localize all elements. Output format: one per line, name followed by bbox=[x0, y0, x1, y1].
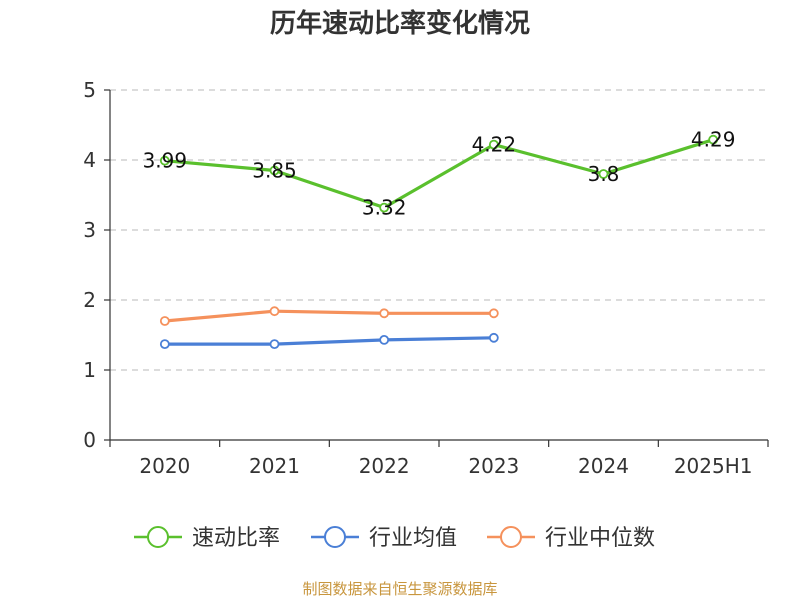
y-tick-label: 5 bbox=[83, 78, 96, 102]
x-tick-label: 2023 bbox=[468, 454, 519, 478]
y-tick-label: 2 bbox=[83, 288, 96, 312]
data-point bbox=[159, 155, 170, 166]
x-tick-label: 2020 bbox=[139, 454, 190, 478]
y-tick-label: 1 bbox=[83, 358, 96, 382]
data-point bbox=[159, 339, 170, 350]
y-tick-label: 3 bbox=[83, 218, 96, 242]
legend-label: 速动比率 bbox=[192, 526, 280, 551]
legend-marker bbox=[324, 526, 346, 548]
series-line bbox=[164, 309, 494, 323]
data-label: 3.99 bbox=[143, 149, 188, 173]
x-tick-label: 2025H1 bbox=[674, 454, 753, 478]
data-point bbox=[708, 134, 719, 145]
x-tick-label: 2022 bbox=[359, 454, 410, 478]
grid-lines bbox=[110, 89, 768, 371]
data-label: 3.8 bbox=[588, 162, 620, 186]
data-point bbox=[269, 306, 280, 317]
data-label: 3.32 bbox=[362, 196, 407, 220]
source-note: 制图数据来自恒生聚源数据库 bbox=[302, 580, 498, 598]
series-lines bbox=[159, 134, 719, 350]
data-point bbox=[488, 332, 499, 343]
data-label: 3.85 bbox=[252, 159, 297, 183]
data-point bbox=[379, 202, 390, 213]
x-tick-label: 2024 bbox=[578, 454, 629, 478]
y-tick-label: 0 bbox=[83, 428, 96, 452]
series-line bbox=[164, 336, 494, 346]
x-tick-label: 2021 bbox=[249, 454, 300, 478]
data-point bbox=[269, 339, 280, 350]
data-point bbox=[488, 139, 499, 150]
axes: 0 1 2 3 4 5 2020 2021 2022 2023 2024 2025H1 bbox=[83, 78, 769, 478]
chart-title: 历年速动比率变化情况 bbox=[269, 9, 530, 39]
legend: 速动比率 行业均值 行业中位数 bbox=[134, 526, 655, 551]
data-point bbox=[379, 308, 390, 319]
y-tick-label: 4 bbox=[83, 148, 96, 172]
legend-marker bbox=[147, 526, 169, 548]
data-labels: 3.99 3.85 3.32 4.22 3.8 4.29 bbox=[143, 128, 736, 220]
data-label: 4.29 bbox=[691, 128, 736, 152]
data-point bbox=[598, 169, 609, 179]
legend-marker bbox=[500, 526, 522, 548]
legend-label: 行业均值 bbox=[369, 526, 457, 551]
data-point bbox=[488, 308, 499, 319]
data-label: 4.22 bbox=[472, 133, 517, 157]
series-line bbox=[164, 138, 714, 210]
data-point bbox=[269, 165, 280, 176]
data-point bbox=[379, 334, 390, 345]
data-point bbox=[159, 316, 170, 326]
legend-label: 行业中位数 bbox=[545, 526, 655, 551]
